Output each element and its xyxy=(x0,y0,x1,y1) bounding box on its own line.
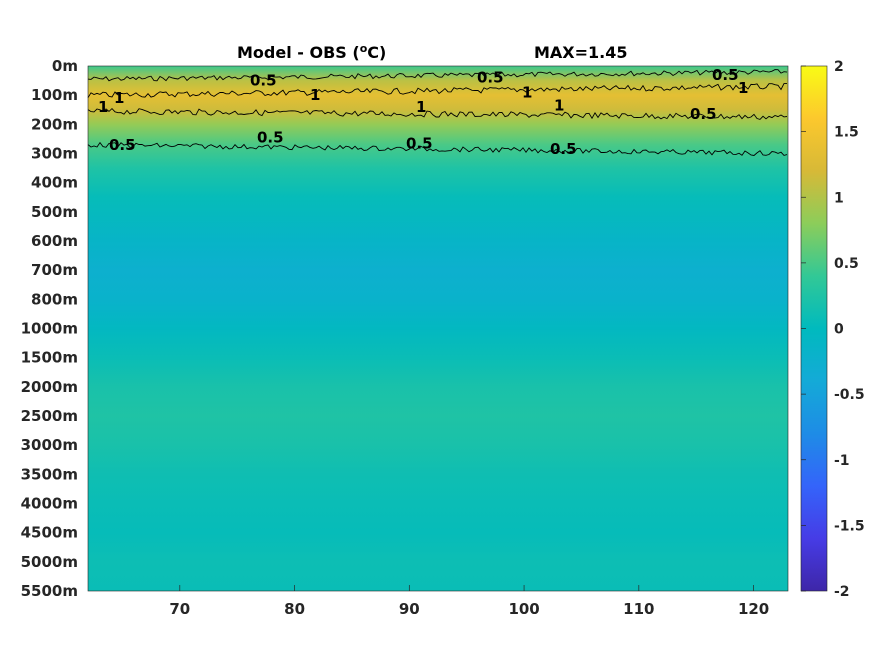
y-tick-label: 300m xyxy=(31,145,78,163)
contour-label: 0.5 xyxy=(406,134,433,152)
title-unit: C) xyxy=(367,43,386,62)
colorbar-tick-labels: 2 1.5 1 0.5 0 -0.5 -1 -1.5 -2 xyxy=(801,59,865,600)
y-tick-label: 2500m xyxy=(21,407,78,425)
heatmap-field xyxy=(88,66,788,591)
y-tick-label: 400m xyxy=(31,174,78,192)
x-tick-label: 110 xyxy=(623,600,654,618)
y-tick-label: 4500m xyxy=(21,524,78,542)
x-tick-label: 80 xyxy=(284,600,305,618)
y-tick-label: 2000m xyxy=(21,378,78,396)
title-main: Model - OBS ( xyxy=(237,43,360,62)
contour-line xyxy=(87,69,788,82)
contour-line xyxy=(87,141,788,156)
x-tick-label: 70 xyxy=(169,600,190,618)
y-tick-label: 700m xyxy=(31,261,78,279)
y-axis-depth-labels: 0m 100m 200m 300m 400m 500m 600m 700m 800m 1000m 1… xyxy=(21,57,78,600)
max-label: MAX=1.45 xyxy=(534,43,628,62)
y-tick-label: 1500m xyxy=(21,349,78,367)
y-tick-label: 200m xyxy=(31,115,78,133)
contour-label: 1 xyxy=(416,98,426,116)
y-tick-label: 800m xyxy=(31,290,78,308)
colorbar-tick-label: 2 xyxy=(834,59,844,75)
contour-label: 0.5 xyxy=(250,72,277,90)
contour-label: 1 xyxy=(98,98,108,116)
contour-line xyxy=(87,107,788,120)
contour-label: 1 xyxy=(310,86,320,104)
x-tick-label: 100 xyxy=(508,600,539,618)
contour-label: 1 xyxy=(114,89,124,107)
y-tick-label: 0m xyxy=(52,57,78,75)
colorbar-tick-label: 0 xyxy=(834,322,844,338)
y-tick-label: 1000m xyxy=(21,320,78,338)
colorbar: 2 1.5 1 0.5 0 -0.5 -1 -1.5 -2 xyxy=(800,59,865,600)
contour-label: 1 xyxy=(738,79,748,97)
colorbar-tick-label: 0.5 xyxy=(834,256,859,272)
x-tick-label: 120 xyxy=(738,600,769,618)
y-tick-label: 3000m xyxy=(21,436,78,454)
contour-label: 0.5 xyxy=(109,136,136,154)
plot-frame xyxy=(87,65,789,592)
y-tick-label: 5500m xyxy=(21,582,78,600)
contour-label: 1 xyxy=(522,83,532,101)
y-tick-label: 500m xyxy=(31,203,78,221)
x-tick-label: 90 xyxy=(399,600,420,618)
y-tick-label: 4000m xyxy=(21,495,78,513)
contour-labels: 0.5 0.5 0.51 1 1 1 11 1 0.50.5 0.5 0.5 0.5 xyxy=(98,66,748,158)
title-degree: o xyxy=(360,42,368,55)
y-tick-label: 3500m xyxy=(21,465,78,483)
y-tick-label: 5000m xyxy=(21,553,78,571)
svg-text:Model - OBS (oC): Model - OBS (oC) xyxy=(237,42,386,62)
y-tick-label: 100m xyxy=(31,86,78,104)
colorbar-tick-label: -2 xyxy=(834,584,850,600)
colorbar-tick-label: 1.5 xyxy=(834,125,859,141)
colorbar-tick-label: 1 xyxy=(834,190,844,206)
colorbar-tick-label: -1 xyxy=(834,453,850,469)
colorbar-tick-label: -1.5 xyxy=(834,518,865,534)
contour-line xyxy=(87,83,787,98)
y-tick-label: 600m xyxy=(31,232,78,250)
contour-label: 0.5 xyxy=(257,129,284,147)
contour-label: 1 xyxy=(554,96,564,114)
contour-label: 0.5 xyxy=(712,66,739,84)
contour-label: 0.5 xyxy=(477,69,504,87)
chart-title: Model - OBS (oC) MAX=1.45 xyxy=(237,42,628,62)
contour-label: 0.5 xyxy=(550,140,577,158)
colorbar-tick-label: -0.5 xyxy=(834,387,865,403)
x-axis-tick-labels: 70 80 90 100 110 120 xyxy=(169,585,769,618)
contour-label: 0.5 xyxy=(690,105,717,123)
plot-area: 0.5 0.5 0.51 1 1 1 11 1 0.50.5 0.5 0.5 0.5 xyxy=(87,65,789,592)
contour-lines xyxy=(87,69,788,156)
